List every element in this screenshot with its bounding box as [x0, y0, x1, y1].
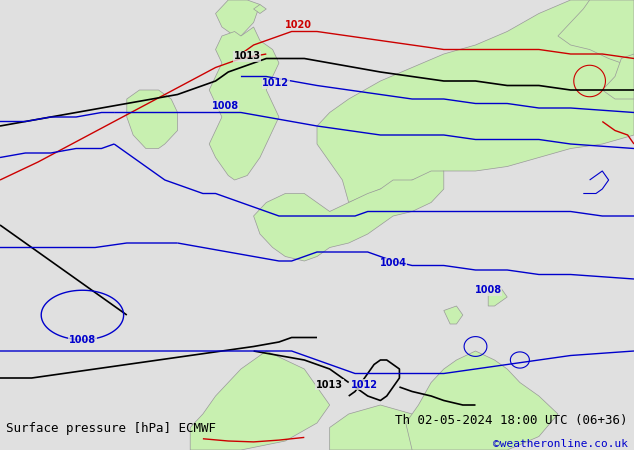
Polygon shape [190, 351, 330, 450]
Text: 1012: 1012 [351, 380, 378, 390]
Polygon shape [406, 351, 558, 450]
Text: 1013: 1013 [316, 380, 343, 390]
Text: 1008: 1008 [475, 285, 501, 295]
Text: 1004: 1004 [380, 258, 406, 268]
Text: 1008: 1008 [212, 101, 238, 111]
Polygon shape [444, 306, 463, 324]
Polygon shape [558, 0, 634, 68]
Polygon shape [330, 405, 431, 450]
Polygon shape [127, 90, 178, 148]
Text: Surface pressure [hPa] ECMWF: Surface pressure [hPa] ECMWF [6, 422, 216, 435]
Polygon shape [488, 288, 507, 306]
Text: 1012: 1012 [262, 78, 289, 88]
Polygon shape [209, 27, 279, 180]
Polygon shape [216, 0, 260, 36]
Text: 1008: 1008 [69, 335, 96, 345]
Polygon shape [254, 4, 266, 13]
Text: ©weatheronline.co.uk: ©weatheronline.co.uk [493, 439, 628, 449]
Polygon shape [254, 171, 444, 261]
Polygon shape [317, 0, 634, 202]
Text: 1020: 1020 [285, 20, 311, 30]
Polygon shape [602, 54, 634, 99]
Text: 1013: 1013 [234, 51, 261, 61]
Text: Th 02-05-2024 18:00 UTC (06+36): Th 02-05-2024 18:00 UTC (06+36) [395, 414, 628, 427]
